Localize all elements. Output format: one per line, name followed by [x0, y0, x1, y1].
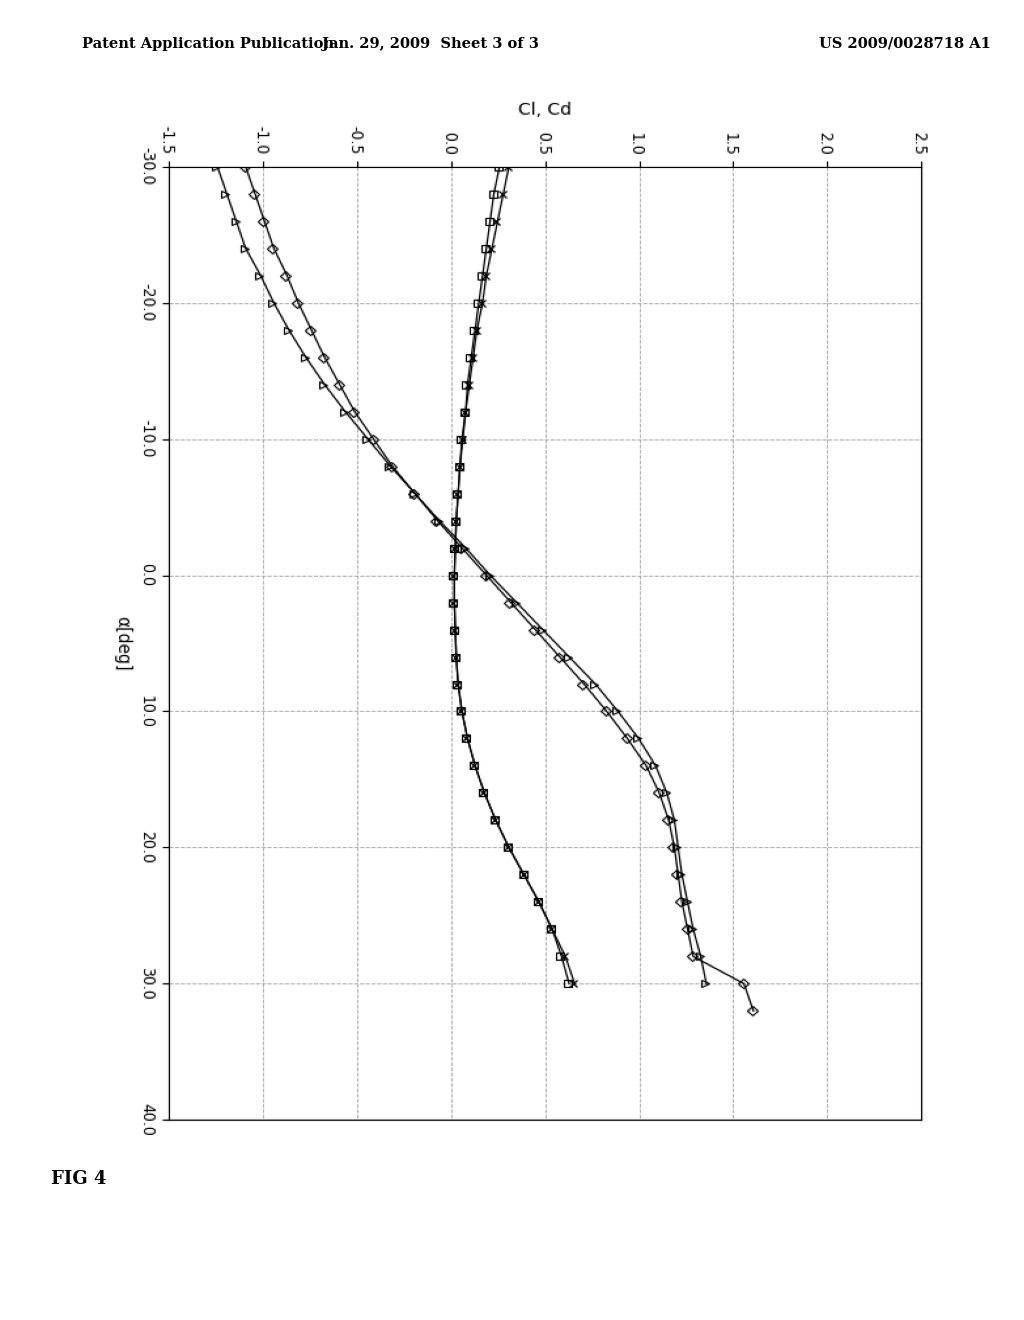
Text: FIG 4: FIG 4	[51, 1170, 106, 1188]
Text: Jan. 29, 2009  Sheet 3 of 3: Jan. 29, 2009 Sheet 3 of 3	[322, 37, 539, 51]
Text: Patent Application Publication: Patent Application Publication	[82, 37, 334, 51]
Text: US 2009/0028718 A1: US 2009/0028718 A1	[819, 37, 991, 51]
